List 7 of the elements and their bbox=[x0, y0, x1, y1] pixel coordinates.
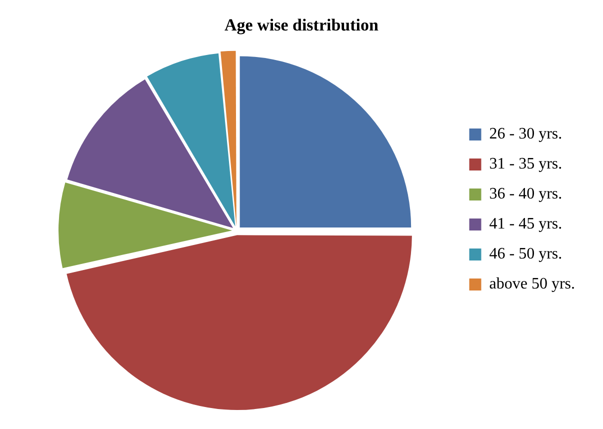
legend-label: 46 - 50 yrs. bbox=[489, 246, 562, 263]
legend-label: 41 - 45 yrs. bbox=[489, 216, 562, 233]
legend-label: above 50 yrs. bbox=[489, 276, 576, 293]
legend-label: 26 - 30 yrs. bbox=[489, 126, 562, 143]
legend-label: 36 - 40 yrs. bbox=[489, 186, 562, 203]
chart-title: Age wise distribution bbox=[224, 16, 380, 35]
legend-label: 31 - 35 yrs. bbox=[489, 156, 562, 173]
